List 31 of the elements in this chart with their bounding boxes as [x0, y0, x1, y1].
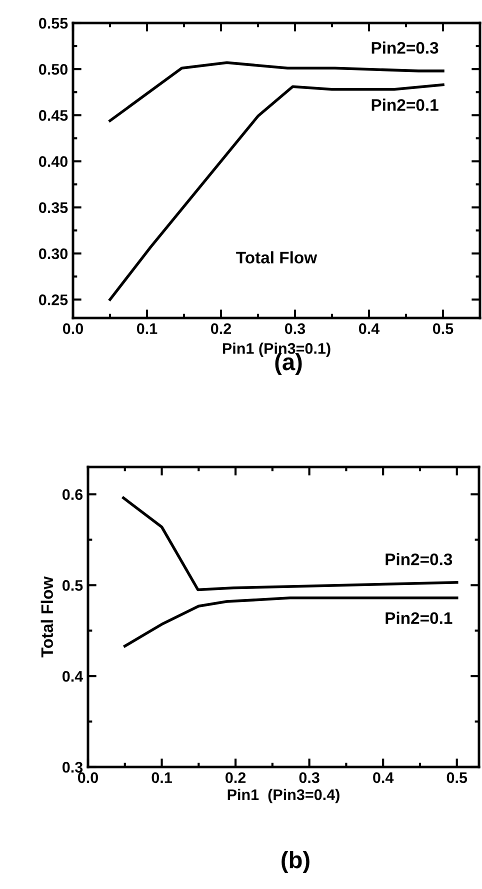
y-tick-label: 0.50: [39, 64, 68, 75]
series-label: Pin2=0.1: [386, 612, 452, 624]
y-tick-label: 0.3: [62, 762, 83, 773]
x-tick-label: 0.2: [210, 323, 232, 334]
legend-label: Pin2=0.1: [372, 98, 438, 111]
x-tick-label: 0.3: [299, 772, 320, 784]
y-tick-label: 0.35: [39, 202, 68, 214]
x-axis-title: Pin1 (Pin3=0.4): [228, 788, 340, 804]
y-tick-label: 0.5: [62, 580, 83, 591]
x-tick-label: 0.3: [284, 323, 306, 334]
x-tick-label: 0.5: [446, 772, 468, 784]
x-tick-label: 0.1: [136, 323, 158, 334]
x-tick-label: 0.1: [152, 772, 172, 784]
legend-label: Pin2=0.3: [372, 42, 438, 54]
x-tick-label: 0.4: [373, 772, 394, 784]
x-tick-label: 0.0: [78, 772, 98, 784]
y-tick-label: 0.6: [62, 489, 83, 500]
annotation: Total Flow: [236, 251, 318, 264]
x-tick-label: 0.0: [62, 323, 83, 334]
y-tick-label: 0.40: [39, 156, 68, 167]
text: (b): [282, 850, 310, 874]
y-tick-label: 0.4: [62, 670, 84, 682]
y-tick-label: 0.45: [39, 110, 68, 121]
x-tick-label: 0.4: [358, 323, 380, 334]
y-tick-label: 0.30: [39, 248, 68, 260]
x-tick-label: 0.5: [432, 323, 454, 334]
series-label: Pin2=0.3: [386, 553, 452, 566]
y-tick-label: 0.55: [39, 18, 68, 29]
x-tick-label: 0.2: [226, 772, 246, 784]
y-axis-title: Total Flow: [40, 576, 54, 658]
y-tick-label: 0.25: [39, 294, 68, 306]
